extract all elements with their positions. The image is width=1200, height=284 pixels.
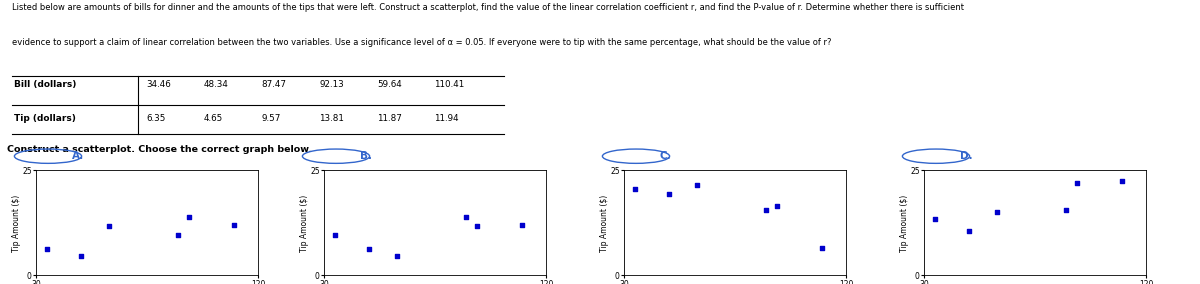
Point xyxy=(360,247,379,251)
Point xyxy=(456,215,475,220)
Text: 11.87: 11.87 xyxy=(377,114,402,123)
Point xyxy=(960,229,979,234)
Point xyxy=(325,233,344,237)
Text: 34.46: 34.46 xyxy=(146,80,172,89)
Point xyxy=(468,223,487,228)
Text: 4.65: 4.65 xyxy=(204,114,223,123)
Text: C.: C. xyxy=(660,151,672,161)
Text: 59.64: 59.64 xyxy=(377,80,402,89)
Y-axis label: Tip Amount ($): Tip Amount ($) xyxy=(12,194,20,252)
Text: 11.94: 11.94 xyxy=(434,114,460,123)
Point xyxy=(388,254,407,258)
Point xyxy=(224,223,244,227)
Point xyxy=(1112,179,1132,183)
Y-axis label: Tip Amount ($): Tip Amount ($) xyxy=(600,194,608,252)
Point xyxy=(812,246,832,250)
Point xyxy=(768,204,787,208)
Point xyxy=(72,254,91,258)
Point xyxy=(756,208,775,213)
Text: 110.41: 110.41 xyxy=(434,80,464,89)
Point xyxy=(180,215,199,220)
Y-axis label: Tip Amount ($): Tip Amount ($) xyxy=(900,194,908,252)
Text: 9.57: 9.57 xyxy=(262,114,281,123)
Text: A.: A. xyxy=(72,151,84,161)
Y-axis label: Tip Amount ($): Tip Amount ($) xyxy=(300,194,308,252)
Text: 92.13: 92.13 xyxy=(319,80,344,89)
Point xyxy=(1068,181,1087,185)
Point xyxy=(625,187,644,192)
Point xyxy=(168,233,187,237)
Point xyxy=(688,183,707,187)
Point xyxy=(988,210,1007,215)
Text: D.: D. xyxy=(960,151,973,161)
Point xyxy=(925,216,944,221)
Point xyxy=(100,223,119,228)
Point xyxy=(37,247,56,251)
Text: Tip (dollars): Tip (dollars) xyxy=(14,114,77,123)
Text: evidence to support a claim of linear correlation between the two variables. Use: evidence to support a claim of linear co… xyxy=(12,38,832,47)
Text: Bill (dollars): Bill (dollars) xyxy=(14,80,77,89)
Point xyxy=(1056,208,1075,213)
Text: 48.34: 48.34 xyxy=(204,80,229,89)
Point xyxy=(512,223,532,227)
Point xyxy=(660,191,679,196)
Text: 6.35: 6.35 xyxy=(146,114,166,123)
Text: Construct a scatterplot. Choose the correct graph below.: Construct a scatterplot. Choose the corr… xyxy=(7,145,312,154)
Text: B.: B. xyxy=(360,151,372,161)
Text: 13.81: 13.81 xyxy=(319,114,344,123)
Text: 87.47: 87.47 xyxy=(262,80,287,89)
Text: Listed below are amounts of bills for dinner and the amounts of the tips that we: Listed below are amounts of bills for di… xyxy=(12,3,964,12)
